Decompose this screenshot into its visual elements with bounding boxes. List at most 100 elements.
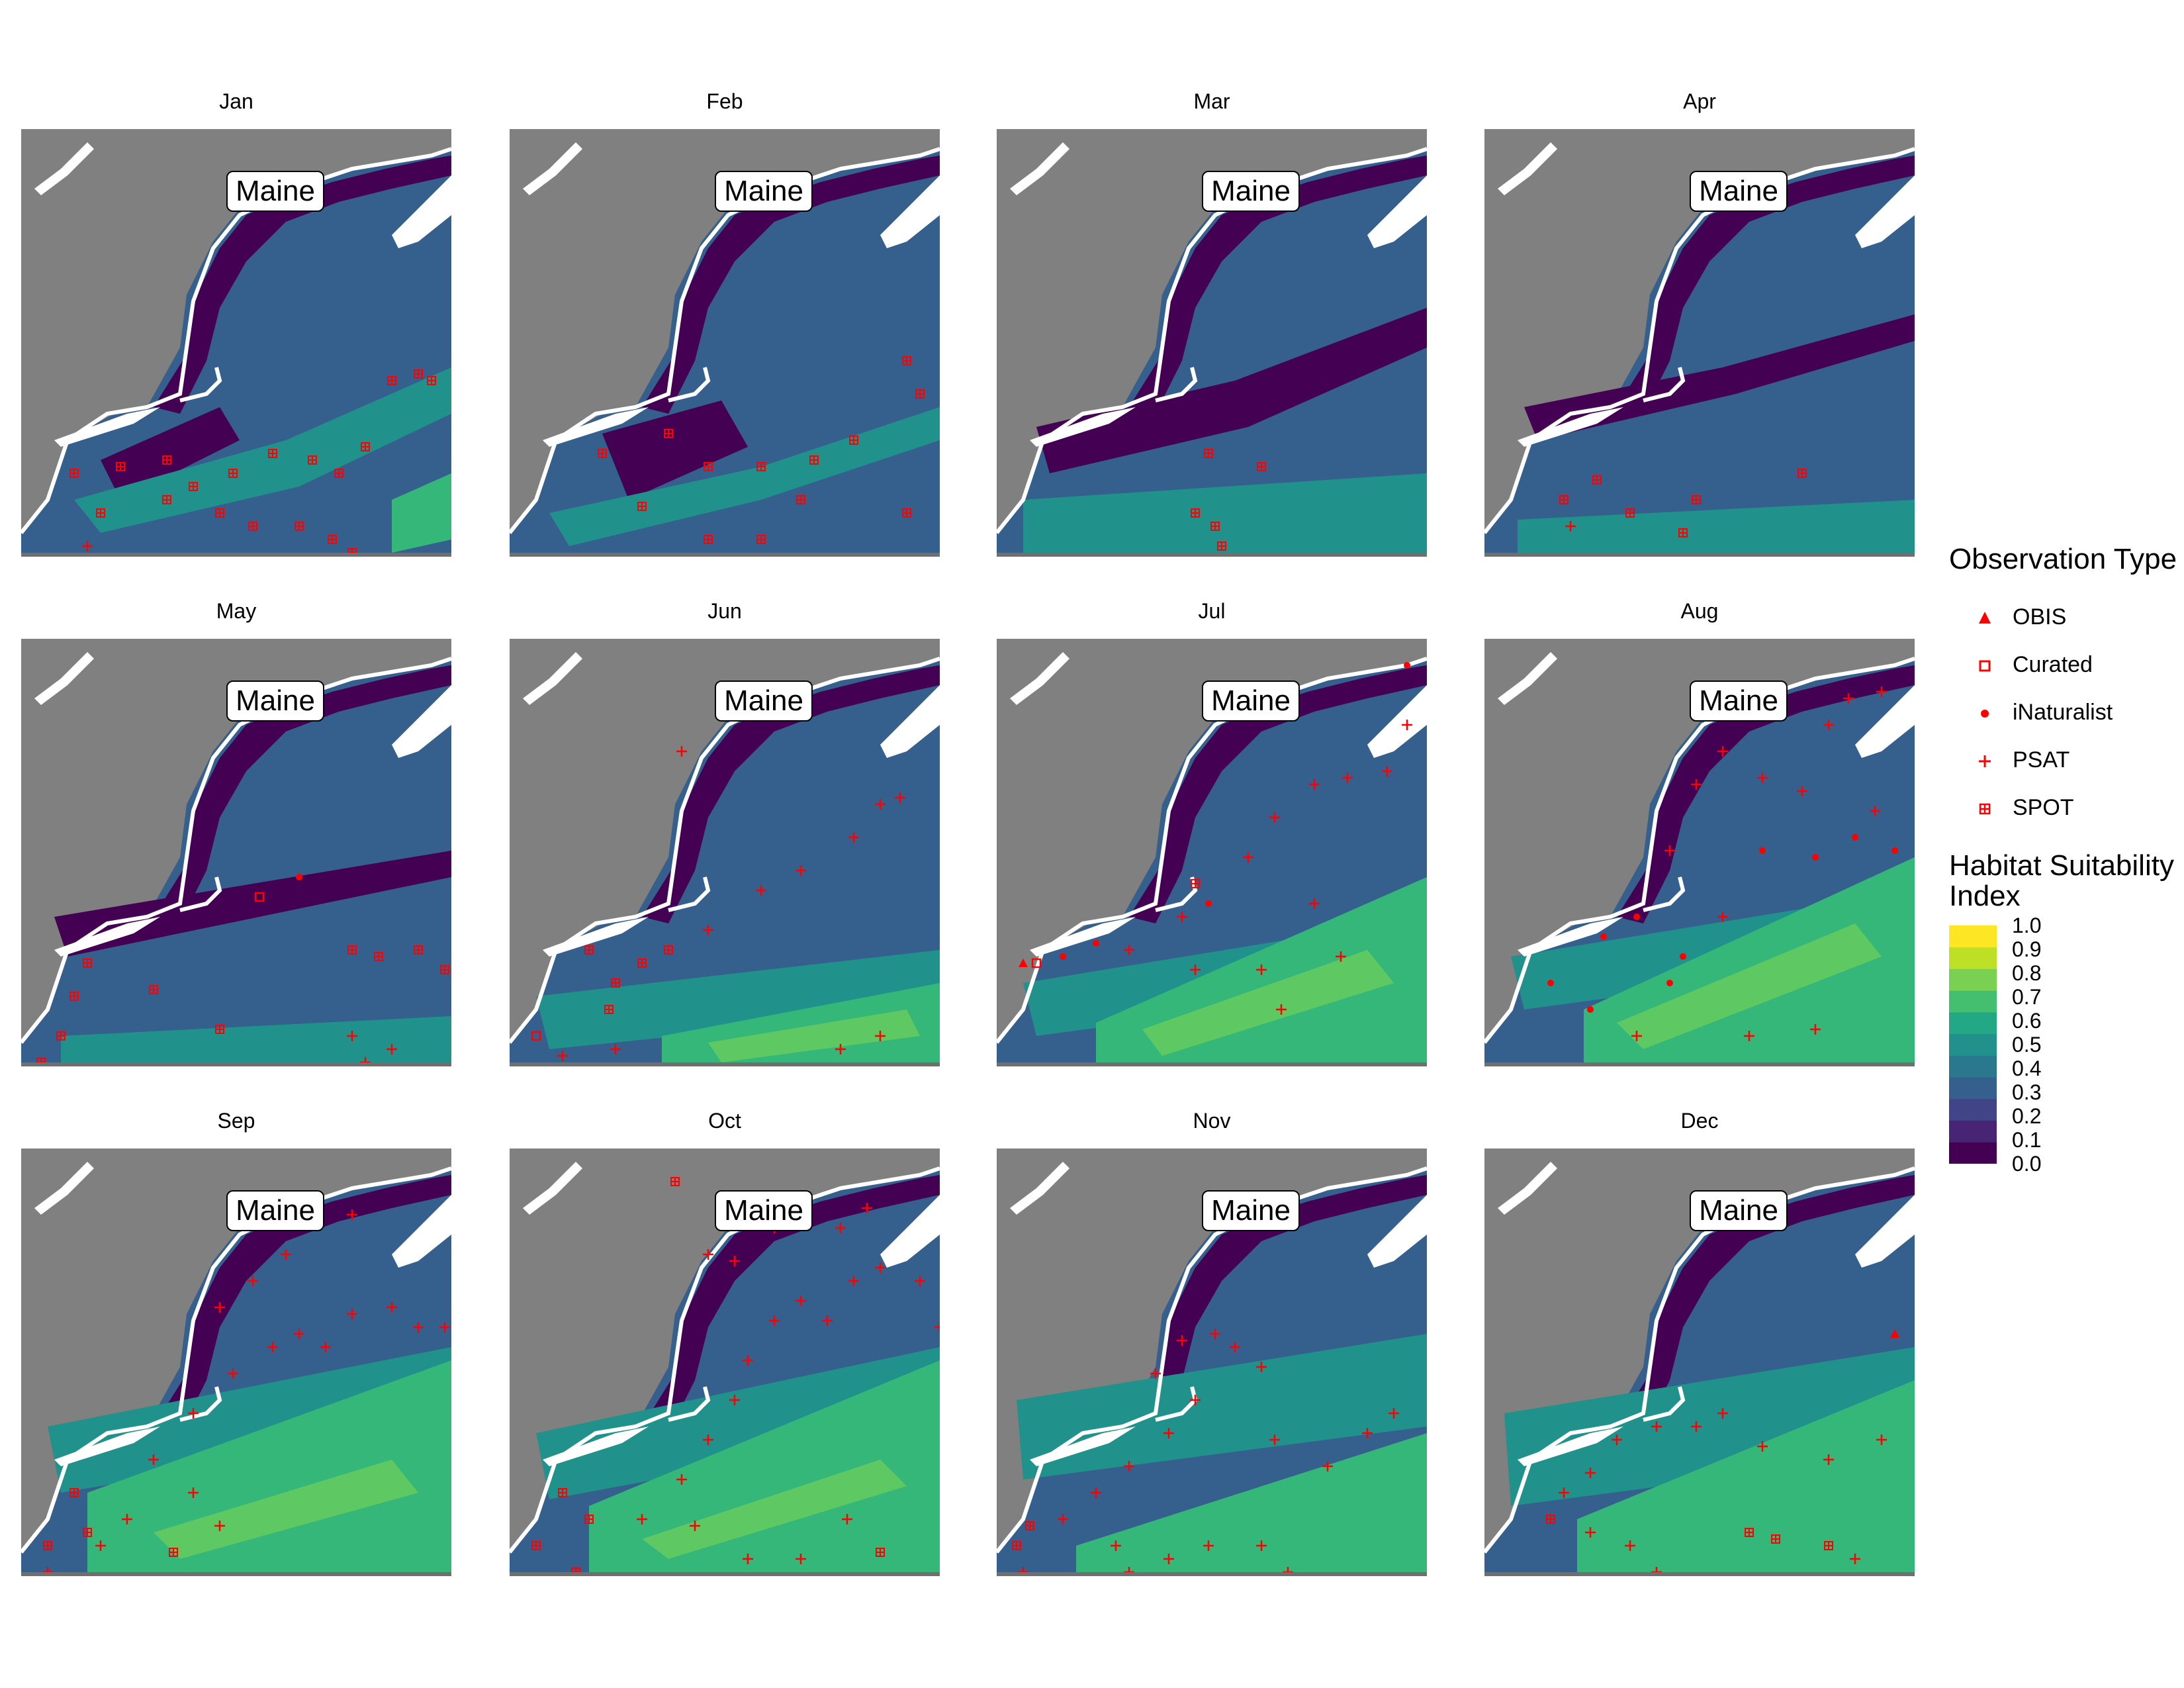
spot-point: [1257, 462, 1266, 471]
long-island: [1030, 407, 1136, 447]
psat-point: [1362, 1428, 1373, 1438]
psat-point: [796, 865, 806, 876]
spot-point: [1025, 1521, 1034, 1530]
panel-title: Aug: [1680, 599, 1719, 623]
inaturalist-point: [1759, 847, 1766, 854]
long-island: [543, 407, 649, 447]
state-label: Maine: [226, 1190, 324, 1231]
map-bottom-strip: [997, 1062, 1427, 1066]
psat-point: [1163, 1554, 1174, 1564]
psat-point: [557, 1051, 568, 1061]
psat-point: [862, 1203, 872, 1213]
psat-point: [729, 1395, 740, 1405]
suitability-zone: [549, 407, 940, 546]
psat-point: [875, 1031, 886, 1041]
nova-scotia: [392, 685, 451, 758]
coastline: [1484, 1166, 1915, 1554]
spot-point: [637, 502, 647, 511]
nova-scotia: [1367, 1195, 1427, 1268]
dot-icon: [1981, 710, 1989, 718]
psat-point: [188, 1487, 199, 1498]
psat-point: [1810, 1024, 1821, 1035]
psat-point: [1757, 773, 1768, 783]
spot-point: [902, 356, 911, 365]
psat-point: [1625, 1540, 1635, 1551]
spot-point: [531, 1541, 541, 1550]
map-panel: Sep Maine: [21, 1107, 451, 1577]
map-bottom-strip: [21, 1572, 451, 1576]
suitability-zone: [1017, 1334, 1427, 1479]
spot-point: [248, 522, 257, 531]
ocean-region: [1484, 149, 1915, 557]
psat-point: [796, 1554, 806, 1564]
psat-point: [1342, 773, 1353, 783]
state-label: Maine: [1690, 1190, 1788, 1231]
psat-point: [413, 1322, 424, 1333]
suitability-zone: [1617, 923, 1882, 1049]
state-label: Maine: [715, 1190, 813, 1231]
psat-point: [1269, 1434, 1280, 1445]
psat-point: [1091, 1487, 1101, 1498]
psat-point: [875, 1262, 886, 1273]
psat-point: [1388, 1408, 1399, 1419]
psat-point: [676, 746, 687, 757]
psat-point: [1559, 1487, 1569, 1498]
psat-point: [1717, 1408, 1728, 1419]
suitability-zone: [536, 950, 940, 1049]
spot-point: [902, 508, 911, 518]
colorbar-segment: [1949, 925, 1997, 948]
spot-point: [162, 455, 171, 465]
psat-point: [439, 1322, 450, 1333]
panel-title: Mar: [1193, 89, 1230, 113]
psat-point: [1585, 1468, 1596, 1478]
map-panel: Feb Maine: [510, 88, 940, 558]
spot-point: [756, 462, 766, 471]
colorbar-segment: [1949, 1033, 1997, 1056]
suitability-zone: [708, 1009, 920, 1062]
psat-point: [1691, 1421, 1702, 1432]
psat-point: [1190, 1395, 1201, 1405]
suitability-zone: [1023, 473, 1427, 557]
psat-point: [690, 1521, 700, 1531]
psat-point: [875, 799, 886, 810]
map-panel: Apr Maine: [1484, 88, 1915, 558]
spot-point: [1217, 541, 1226, 551]
map-bottom-strip: [510, 1572, 940, 1576]
legend-label: iNaturalist: [2013, 700, 2113, 725]
psat-point: [1757, 1441, 1768, 1452]
suitability-zone: [1577, 1380, 1915, 1576]
psat-point: [822, 1315, 833, 1326]
inaturalist-point: [1666, 980, 1673, 986]
psat-point: [95, 1540, 106, 1551]
psat-point: [320, 1342, 331, 1352]
nova-scotia: [880, 1195, 940, 1268]
suitability-zone: [536, 1347, 940, 1499]
spot-point: [56, 1031, 66, 1041]
spot-point: [704, 462, 713, 471]
spot-point: [116, 462, 125, 471]
cape-cod: [1643, 367, 1686, 402]
state-label: Maine: [1202, 1190, 1300, 1231]
coastline: [510, 657, 940, 1044]
psat-point: [1823, 720, 1834, 730]
psat-point: [387, 1044, 397, 1055]
psat-point: [1382, 766, 1392, 776]
spot-point: [69, 1488, 79, 1497]
psat-point: [148, 1454, 159, 1465]
panel-title: Dec: [1680, 1109, 1719, 1133]
cape-cod: [1643, 1386, 1686, 1422]
spot-point: [347, 945, 357, 955]
panel-title: Feb: [706, 89, 743, 113]
spot-point: [796, 495, 805, 504]
suitability-zone: [1076, 1433, 1427, 1576]
ocean-region: [21, 659, 451, 1066]
colorbar-tick-label: 0.8: [2012, 961, 2042, 985]
map-panel: Jun Maine: [510, 598, 940, 1068]
habitat-map: [1484, 639, 1915, 1066]
state-label: Maine: [226, 171, 324, 212]
inaturalist-point: [1093, 940, 1099, 947]
spot-point: [664, 945, 673, 955]
colorbar-segment: [1949, 1011, 1997, 1035]
spot-point: [664, 429, 673, 438]
spot-point: [414, 945, 423, 955]
